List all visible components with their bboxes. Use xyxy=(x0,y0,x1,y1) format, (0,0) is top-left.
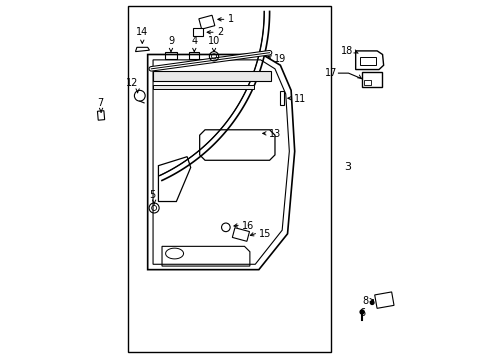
Bar xyxy=(360,57,376,65)
Text: 3: 3 xyxy=(344,162,350,172)
Text: 11: 11 xyxy=(293,94,305,104)
Text: 18: 18 xyxy=(341,46,353,56)
Bar xyxy=(128,6,330,352)
Text: 16: 16 xyxy=(242,221,254,230)
Bar xyxy=(199,15,214,29)
Text: 14: 14 xyxy=(136,27,148,37)
Circle shape xyxy=(369,301,373,305)
Text: 9: 9 xyxy=(167,36,174,45)
Bar xyxy=(279,91,284,105)
Text: 6: 6 xyxy=(359,308,365,318)
Text: 15: 15 xyxy=(258,229,271,239)
Text: 8: 8 xyxy=(361,296,367,306)
Text: 10: 10 xyxy=(207,36,220,45)
Bar xyxy=(189,51,199,59)
Bar xyxy=(153,71,271,81)
Text: 17: 17 xyxy=(324,68,336,78)
Bar xyxy=(232,228,249,241)
Circle shape xyxy=(359,310,364,314)
Text: 2: 2 xyxy=(217,27,224,37)
Text: 1: 1 xyxy=(228,14,234,24)
Bar xyxy=(97,111,104,120)
Bar xyxy=(361,72,381,87)
Text: 12: 12 xyxy=(126,78,139,88)
Bar xyxy=(165,51,176,59)
Text: 19: 19 xyxy=(274,54,286,64)
Bar xyxy=(374,292,393,308)
Bar xyxy=(153,85,253,89)
Bar xyxy=(363,80,370,85)
Text: 5: 5 xyxy=(148,190,155,200)
Bar xyxy=(192,28,203,36)
Text: 4: 4 xyxy=(191,36,197,45)
Text: 7: 7 xyxy=(97,98,103,108)
Text: 13: 13 xyxy=(268,130,281,139)
